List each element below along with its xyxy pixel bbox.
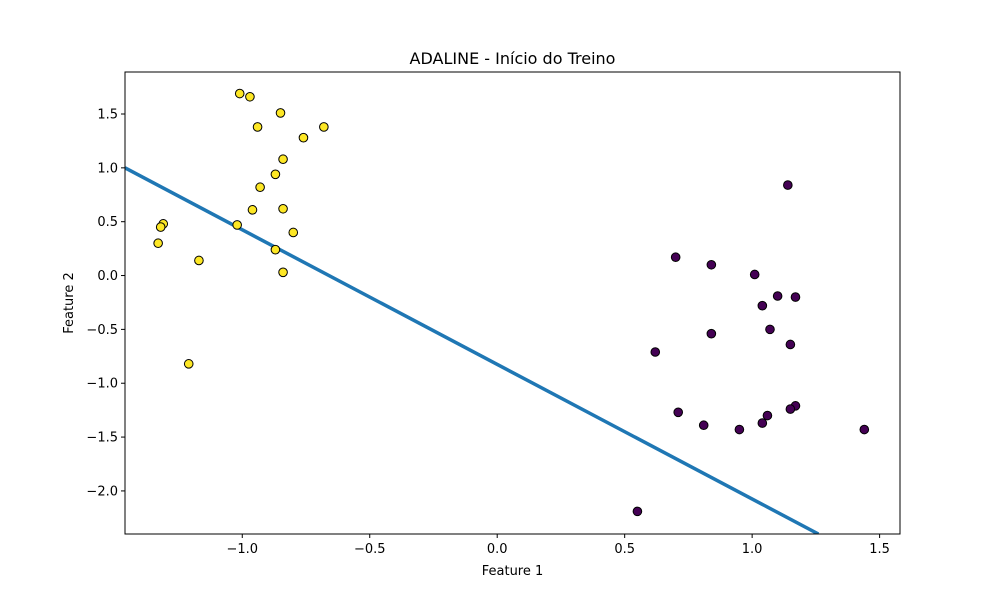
scatter-point-class-0-19 xyxy=(183,359,194,369)
scatter-point-class-1-6 xyxy=(757,300,768,311)
scatter-point-class-0-15 xyxy=(153,238,163,249)
decision-boundary-line xyxy=(125,166,820,534)
y-tick-label: −2.0 xyxy=(86,484,118,499)
scatter-point-class-1-9 xyxy=(785,339,796,350)
x-tick-label: −1.0 xyxy=(226,542,258,557)
x-tick-label: 0.5 xyxy=(614,542,635,557)
y-axis: −2.0 −1.5 −1.0 −0.5 0.0 0.5 1.0 1.5 xyxy=(86,108,125,499)
x-tick-label: 1.5 xyxy=(869,542,890,557)
scatter-point-class-0-9 xyxy=(247,205,258,215)
scatter-point-class-0-5 xyxy=(298,132,309,143)
scatter-point-class-1-14 xyxy=(762,410,773,421)
scatter-point-class-1-8 xyxy=(765,324,775,335)
scatter-point-class-0-6 xyxy=(278,154,288,165)
scatter-point-class-1-19 xyxy=(632,506,643,517)
chart-title: ADALINE - Início do Treino xyxy=(410,49,616,68)
scatter-point-class-0-17 xyxy=(194,255,204,266)
scatter-point-class-1-16 xyxy=(698,420,709,431)
scatter-point-class-1-17 xyxy=(734,424,745,435)
scatter-point-class-0-3 xyxy=(252,122,263,132)
scatter-point-class-0-13 xyxy=(155,222,166,232)
scatter-point-class-0-1 xyxy=(245,91,255,102)
y-axis-label: Feature 2 xyxy=(62,272,77,334)
scatter-point-class-1-10 xyxy=(650,347,661,357)
scatter-point-class-0-16 xyxy=(270,244,281,255)
scatter-point-class-1-11 xyxy=(673,407,684,418)
scatter-point-class-0-8 xyxy=(255,182,265,193)
y-tick-label: 0.0 xyxy=(97,269,118,284)
x-tick-label: 0.0 xyxy=(487,542,508,557)
scatter-point-class-0-7 xyxy=(270,169,281,180)
y-tick-label: 0.5 xyxy=(97,215,118,230)
scatter-point-class-0-0 xyxy=(234,88,245,99)
scatter-point-class-1-7 xyxy=(706,328,717,339)
scatter-point-class-0-2 xyxy=(275,108,286,118)
scatter-point-class-1-5 xyxy=(790,292,801,302)
scatter-point-class-0-18 xyxy=(278,267,288,278)
y-tick-label: 1.0 xyxy=(97,161,118,176)
plot-frame xyxy=(124,71,901,535)
x-tick-label: 1.0 xyxy=(742,542,763,557)
y-tick-label: −1.0 xyxy=(86,377,118,392)
y-tick-label: −0.5 xyxy=(86,323,118,338)
scatter-point-class-0-4 xyxy=(319,122,329,132)
x-axis-label: Feature 1 xyxy=(482,564,544,579)
scatter-point-class-1-4 xyxy=(772,291,783,301)
scatter-point-class-1-0 xyxy=(783,180,793,190)
scatter-point-class-1-18 xyxy=(859,424,870,435)
scatter-point-class-1-2 xyxy=(706,259,717,270)
x-tick-label: −0.5 xyxy=(354,542,386,557)
plot-area xyxy=(124,71,901,535)
scatter-point-class-1-3 xyxy=(749,269,760,280)
y-tick-label: −1.5 xyxy=(86,431,118,446)
scatter-point-class-1-1 xyxy=(670,252,681,263)
scatter-point-class-0-10 xyxy=(278,203,288,214)
scatter-point-class-0-11 xyxy=(232,220,242,230)
scatter-point-class-1-15 xyxy=(757,418,768,428)
y-tick-label: 1.5 xyxy=(97,108,118,123)
scatter-point-class-1-13 xyxy=(785,404,796,414)
scatter-point-class-0-14 xyxy=(288,227,299,238)
x-axis: −1.0 −0.5 0.0 0.5 1.0 1.5 xyxy=(226,534,890,557)
